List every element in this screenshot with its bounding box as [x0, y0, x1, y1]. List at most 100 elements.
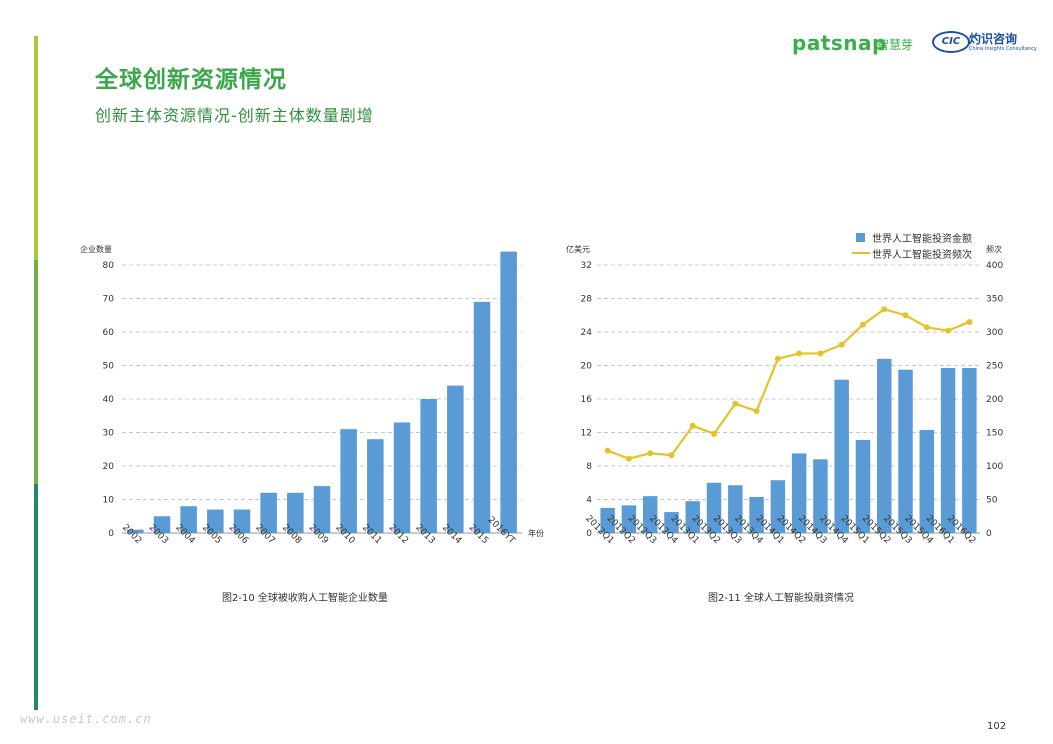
- chart2-bar: [642, 496, 658, 533]
- chart2-y-right-axis-label: 频次: [986, 244, 1002, 254]
- chart2-frequency-point: [711, 430, 718, 437]
- chart2-frequency-point: [817, 350, 824, 357]
- chart2-frequency-point: [753, 408, 760, 415]
- chart2-bar: [855, 440, 871, 533]
- cic-logo-cn: 灼识咨询: [969, 32, 1018, 46]
- chart2-y-right-tick-label: 150: [986, 429, 1003, 439]
- chart2-frequency-point: [881, 306, 888, 313]
- chart2-y-left-axis-label: 亿美元: [566, 244, 590, 254]
- chart2-bar: [877, 358, 892, 533]
- chart1-x-axis-label: 年份: [528, 528, 544, 538]
- chart1-caption: 图2-10 全球被收购人工智能企业数量: [222, 593, 388, 604]
- chart1-bar: [340, 429, 357, 533]
- chart1-y-tick-label: 60: [103, 328, 115, 338]
- chart2-caption: 图2-11 全球人工智能投融资情况: [708, 593, 854, 604]
- chart2-frequency-point: [966, 318, 973, 325]
- chart2-bar: [834, 379, 849, 533]
- chart2-bar: [749, 496, 764, 533]
- cic-logo: CIC: [932, 31, 970, 53]
- chart1-bar: [180, 506, 197, 533]
- chart1-bar: [153, 516, 171, 533]
- chart2-y-left-tick-label: 16: [581, 395, 593, 405]
- chart1-bar: [233, 509, 251, 533]
- chart2-y-left-tick-label: 24: [581, 328, 593, 338]
- legend-label-amount: 世界人工智能投资金额: [872, 234, 972, 245]
- patsnap-logo-cn: 智慧芽: [877, 38, 914, 52]
- page-subtitle: 创新主体资源情况-创新主体数量剧增: [95, 106, 374, 125]
- watermark: www.useit.com.cn: [20, 712, 152, 726]
- chart1-y-tick-label: 30: [103, 429, 115, 439]
- chart2-y-left-tick-label: 12: [581, 429, 592, 439]
- chart2-y-right-tick-label: 300: [986, 328, 1003, 338]
- chart1-bar: [287, 492, 304, 533]
- chart1-bar: [127, 529, 144, 533]
- chart2-y-left-tick-label: 0: [586, 529, 592, 539]
- chart2-y-right-tick-label: 250: [986, 362, 1003, 372]
- chart2-frequency-point: [774, 355, 781, 362]
- chart2-bar: [770, 480, 786, 533]
- chart2-y-right-tick-label: 50: [986, 496, 998, 506]
- chart2-frequency-point: [689, 422, 696, 429]
- chart2-frequency-point: [796, 350, 803, 357]
- chart1-bar: [260, 492, 277, 533]
- chart1-bar: [367, 439, 384, 533]
- chart2-bar: [685, 501, 700, 533]
- chart2-y-left-tick-label: 32: [581, 261, 592, 271]
- legend-swatch-frequency: [852, 252, 870, 254]
- chart2-frequency-point: [945, 327, 952, 334]
- chart2-frequency-point: [668, 452, 675, 459]
- chart1-bar: [420, 399, 437, 533]
- chart1-bar: [207, 509, 224, 533]
- chart2-y-left-tick-label: 8: [586, 462, 592, 472]
- cic-logo-en: China Insights Consultancy: [969, 46, 1037, 52]
- chart2-frequency-point: [732, 400, 739, 407]
- chart2-frequency-point: [838, 341, 845, 348]
- chart2-bar: [728, 485, 743, 533]
- chart2-frequency-point: [647, 450, 654, 457]
- chart2-frequency-point: [923, 324, 930, 331]
- chart1-y-tick-label: 10: [103, 496, 115, 506]
- chart2-bar: [813, 459, 828, 533]
- chart1-bar: [500, 251, 517, 533]
- chart2-y-left-tick-label: 28: [581, 295, 593, 305]
- side-bar-bottom: [34, 484, 38, 710]
- chart2-y-right-tick-label: 100: [986, 462, 1003, 472]
- chart1-y-tick-label: 20: [103, 462, 115, 472]
- chart1-bar: [447, 385, 464, 533]
- chart2-bar: [706, 482, 722, 533]
- chart1-bar: [313, 486, 331, 533]
- side-bar-middle: [34, 260, 38, 484]
- chart1-y-tick-label: 70: [103, 295, 115, 305]
- chart2-bar: [898, 369, 913, 533]
- chart2-bar: [791, 453, 807, 533]
- chart2-y-right-tick-label: 0: [986, 529, 992, 539]
- chart2-bar: [940, 368, 956, 533]
- chart2-y-right-tick-label: 350: [986, 295, 1003, 305]
- chart1-bar: [473, 301, 491, 533]
- chart2-frequency-line: [607, 308, 970, 460]
- chart2-frequency-point: [604, 447, 611, 454]
- chart2-frequency-point: [625, 455, 632, 462]
- chart2-y-left-tick-label: 20: [581, 362, 593, 372]
- side-bar-top: [34, 36, 38, 260]
- chart1-y-tick-label: 0: [108, 529, 114, 539]
- chart1-y-axis-label: 企业数量: [80, 244, 112, 254]
- chart1-y-tick-label: 40: [103, 395, 115, 405]
- chart2-frequency-point: [902, 312, 909, 319]
- patsnap-logo: patsnap: [792, 31, 887, 55]
- legend-label-frequency: 世界人工智能投资频次: [872, 250, 972, 261]
- chart2-y-right-tick-label: 400: [986, 261, 1003, 271]
- chart1-y-tick-label: 50: [103, 362, 115, 372]
- chart2-frequency-point: [859, 321, 866, 328]
- page-number: 102: [987, 721, 1007, 732]
- chart2-bar: [919, 429, 935, 533]
- chart1-y-tick-label: 80: [103, 261, 115, 271]
- chart2-bar: [621, 505, 637, 533]
- legend-swatch-amount: [856, 233, 865, 242]
- chart1-bar: [393, 422, 411, 533]
- chart2-bar: [664, 512, 679, 533]
- chart2-y-right-tick-label: 200: [986, 395, 1003, 405]
- chart2-bar: [962, 368, 977, 533]
